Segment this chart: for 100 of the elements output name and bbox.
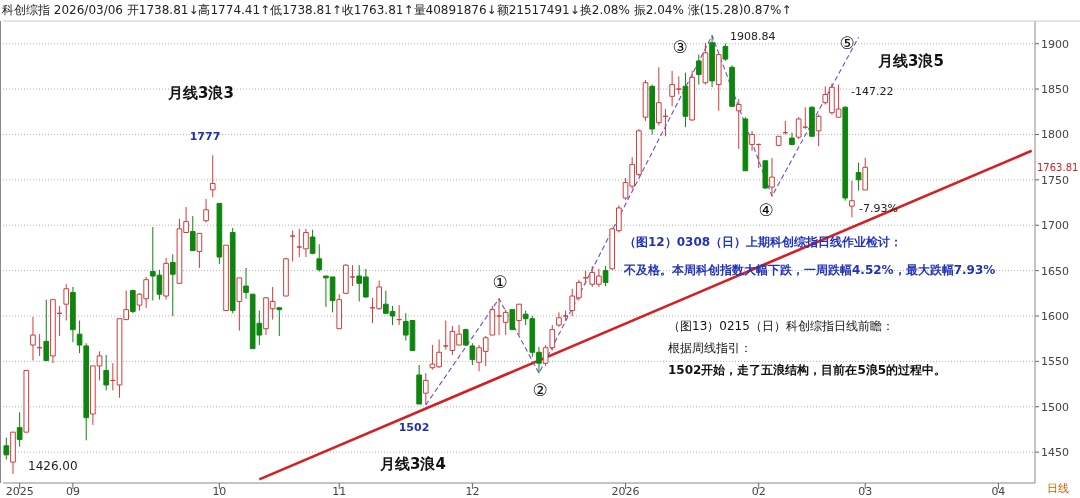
candlestick: [849, 180, 855, 218]
candlestick: [689, 70, 695, 122]
candlestick: [516, 303, 522, 336]
candlestick: [23, 369, 30, 433]
candlestick: [682, 72, 689, 128]
candlestick: [775, 135, 782, 147]
candlestick: [649, 84, 655, 135]
candlestick: [496, 298, 502, 336]
annotation: -147.22: [851, 85, 894, 98]
y-tick-label: 1650: [1041, 264, 1069, 278]
candlestick: [642, 79, 649, 122]
y-tick-label: 1850: [1041, 83, 1069, 97]
candlestick: [229, 227, 236, 314]
annotation: 1426.00: [28, 459, 78, 473]
y-tick-label: 1750: [1041, 173, 1069, 187]
candlestick: [416, 364, 422, 405]
y-tick-label: 1450: [1041, 446, 1069, 460]
candlestick: [489, 305, 496, 336]
candlestick: [289, 230, 296, 263]
annotation: ⑤: [839, 33, 855, 53]
candlestick: [110, 362, 116, 391]
annotation: 月线3浪3: [167, 84, 234, 102]
candlestick: [769, 157, 775, 197]
candlestick: [735, 98, 742, 150]
candlestick: [63, 283, 70, 322]
annotation: ③: [672, 37, 688, 57]
candlestick: [276, 306, 283, 337]
y-tick-label: 1550: [1041, 355, 1069, 369]
candlestick: [209, 154, 216, 198]
x-tick-label: 2026: [611, 485, 640, 498]
candlestick: [862, 157, 869, 191]
candlestick: [709, 35, 715, 88]
candlestick: [103, 354, 110, 391]
candlestick: [130, 289, 136, 314]
annotation: 月线3浪5: [877, 52, 944, 70]
candlestick: [189, 215, 196, 252]
annotation: ①: [492, 272, 508, 292]
candlestick: [3, 437, 10, 460]
y-tick-label: 1700: [1041, 219, 1069, 233]
x-tick-label: 12: [465, 485, 480, 498]
candlestick: [169, 253, 176, 317]
candlestick: [815, 113, 822, 147]
candlestick: [809, 105, 815, 137]
y-tick-label: 1800: [1041, 128, 1069, 142]
candlestick: [422, 372, 429, 406]
candlestick: [216, 202, 223, 265]
annotation: 根据周线指引：: [668, 341, 752, 355]
x-tick-label: 11: [332, 485, 347, 498]
annotation: 1502: [398, 421, 430, 434]
candlestick: [283, 257, 289, 297]
candlestick: [729, 64, 735, 108]
candlestick: [722, 43, 729, 62]
candlestick: [236, 277, 243, 332]
x-tick-label: 10: [212, 485, 227, 498]
x-tick-label: 02: [751, 485, 766, 498]
candlestick: [10, 431, 16, 475]
candlestick: [70, 286, 76, 343]
candlestick: [762, 160, 769, 190]
candlestick: [855, 162, 862, 192]
x-tick-label: 04: [991, 485, 1006, 498]
annotation: （图13）0215（日）科创综指日线前瞻：: [668, 319, 894, 333]
candlestick: [203, 198, 209, 223]
candlestick: [36, 333, 43, 357]
candlestick: [556, 311, 562, 328]
y-tick-label: 1500: [1041, 400, 1069, 414]
candlestick: [702, 42, 709, 86]
candlestick: [30, 316, 36, 361]
annotation: 1502开始，走了五浪结构，目前在5浪5的过程中。: [668, 363, 947, 377]
annotation: ②: [532, 380, 548, 400]
candlestick: [309, 229, 316, 255]
annotation: 1908.84: [730, 30, 776, 43]
candlestick: [336, 293, 343, 330]
candlestick: [223, 244, 229, 312]
candlestick: [316, 243, 323, 273]
candlestick: [742, 116, 749, 172]
candlestick: [562, 310, 569, 322]
candlestick: [509, 309, 516, 331]
x-tick-label: 2025: [5, 485, 34, 498]
chart-title: 科创综指 2026/03/06 开1738.81↓高1774.41↑低1738.81↑收1763.81↑量40891876↓额21517491↓换2.08% 振2.04% 涨(15.28)0.87%↑: [2, 3, 792, 17]
annotation: 月线3浪4: [379, 455, 446, 473]
candlestick: [243, 267, 249, 300]
candlestick: [43, 299, 50, 361]
candlestick: [396, 304, 402, 326]
x-tick-label: 09: [65, 485, 80, 498]
candlestick: [196, 232, 203, 269]
candlestick: [789, 132, 795, 146]
y-tick-label: 1600: [1041, 309, 1069, 323]
candlestick: [842, 105, 849, 202]
candlestick: [695, 54, 702, 86]
candlestick: [715, 54, 722, 112]
annotation: -7.93%: [859, 202, 898, 215]
annotation: 1777: [189, 130, 221, 143]
candlestick: [163, 257, 169, 301]
candlestick: [502, 309, 509, 336]
annotation: ④: [758, 200, 774, 220]
text: 日线: [1047, 482, 1069, 495]
y-tick-label: 1900: [1041, 37, 1069, 51]
candlestick: [16, 411, 23, 448]
x-tick-label: 03: [858, 485, 873, 498]
candlestick: [782, 120, 789, 135]
